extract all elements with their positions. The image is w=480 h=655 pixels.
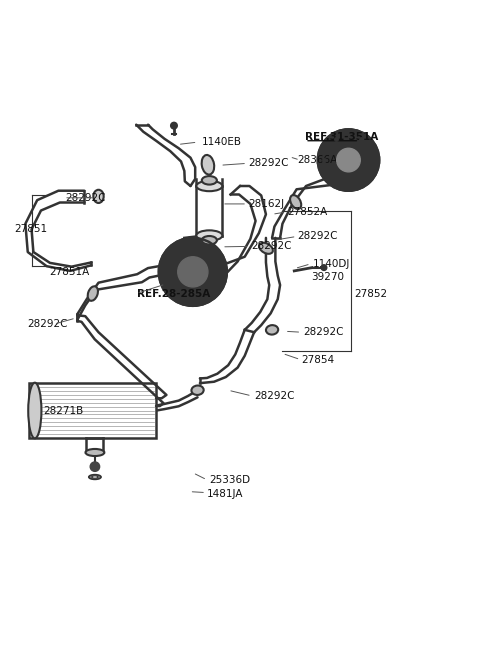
Text: 1140DJ: 1140DJ	[313, 259, 350, 269]
Ellipse shape	[88, 286, 98, 301]
Text: 27852A: 27852A	[288, 207, 328, 217]
Text: 39270: 39270	[311, 272, 344, 282]
Ellipse shape	[290, 195, 301, 209]
Ellipse shape	[266, 325, 278, 335]
Ellipse shape	[202, 155, 214, 175]
Text: 27851: 27851	[14, 225, 48, 234]
Text: 28292C: 28292C	[304, 328, 344, 337]
Text: 28292C: 28292C	[251, 242, 291, 252]
Bar	[29, 383, 156, 438]
Ellipse shape	[85, 449, 104, 456]
Circle shape	[90, 462, 100, 472]
Text: 28292C: 28292C	[298, 231, 338, 242]
Ellipse shape	[202, 236, 217, 244]
Text: 25336D: 25336D	[209, 475, 251, 485]
Text: 1481JA: 1481JA	[207, 489, 243, 499]
Circle shape	[178, 257, 208, 287]
Text: 28292C: 28292C	[249, 159, 289, 168]
Ellipse shape	[89, 475, 101, 479]
Text: REF.31-351A: REF.31-351A	[305, 132, 378, 142]
Ellipse shape	[202, 176, 217, 185]
Text: 27852: 27852	[354, 290, 387, 299]
Circle shape	[318, 130, 379, 191]
Text: 28366AR: 28366AR	[298, 155, 345, 165]
Circle shape	[321, 265, 327, 271]
Text: 28292C: 28292C	[28, 319, 68, 329]
Ellipse shape	[28, 383, 41, 438]
Ellipse shape	[92, 476, 98, 478]
Ellipse shape	[259, 243, 273, 254]
Circle shape	[159, 238, 227, 306]
Ellipse shape	[192, 386, 204, 395]
Text: 27851A: 27851A	[49, 267, 89, 277]
Text: 28292C: 28292C	[254, 391, 295, 401]
Circle shape	[171, 122, 177, 129]
Text: 1140EB: 1140EB	[201, 137, 241, 147]
Ellipse shape	[93, 190, 104, 203]
Ellipse shape	[196, 181, 222, 191]
Circle shape	[336, 148, 360, 172]
Text: REF.28-285A: REF.28-285A	[137, 289, 210, 299]
Ellipse shape	[196, 231, 222, 241]
Text: 28162J: 28162J	[249, 199, 285, 209]
Text: 27854: 27854	[301, 354, 335, 365]
Text: 28271B: 28271B	[43, 407, 83, 417]
Text: 28292C: 28292C	[65, 193, 106, 203]
